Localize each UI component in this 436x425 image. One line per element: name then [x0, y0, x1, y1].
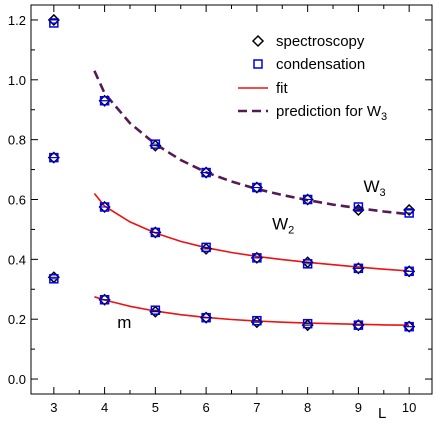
y-tick-label: 0.2 [8, 312, 26, 327]
x-tick-label: 5 [152, 400, 159, 415]
legend-entry-spectroscopy: spectroscopy [251, 33, 365, 50]
x-tick-label: 9 [355, 400, 362, 415]
annotation-m: m [117, 313, 131, 332]
y-tick-label: 0.0 [8, 372, 26, 387]
x-tick-label: 8 [304, 400, 311, 415]
condensation-point [49, 18, 59, 28]
y-tick-label: 0.6 [8, 193, 26, 208]
y-tick-label: 0.4 [8, 252, 26, 267]
x-tick-label: 6 [203, 400, 210, 415]
condensation-point [252, 253, 262, 263]
condensation-point [99, 202, 110, 212]
condensation-point [353, 202, 364, 212]
condensation-point [404, 266, 414, 277]
legend-entry-prediction: prediction for W3 [238, 103, 387, 123]
condensation-point [201, 312, 211, 323]
condensation-point [302, 259, 313, 269]
legend-label-prediction: prediction for W3 [276, 103, 387, 123]
y-tick-label: 1.2 [8, 13, 26, 28]
legend-diamond-marker [251, 34, 265, 48]
x-tick-label: 3 [50, 400, 57, 415]
annotation-w2: W2 [272, 214, 294, 236]
condensation-point [353, 320, 364, 330]
legend-entry-condensation: condensation [253, 56, 365, 73]
condensation-point [150, 139, 161, 149]
condensation-point [353, 263, 364, 274]
condensation-point [99, 96, 110, 106]
data-points [47, 13, 416, 333]
condensation-point [404, 321, 414, 332]
axis-ticks: 3 4 5 6 7 8 9 10 0.0 0.2 0.4 0.6 0.8 1.0 1.2 [8, 5, 432, 415]
condensation-point [302, 194, 313, 205]
legend-label-prediction-subscript: 3 [381, 111, 387, 123]
condensation-point [302, 318, 313, 329]
condensation-point [99, 294, 110, 305]
legend-label-condensation: condensation [276, 56, 365, 73]
condensation-point [150, 227, 161, 238]
curve-annotations: m W2 W3 [117, 177, 385, 332]
plot-frame [30, 4, 433, 395]
condensation-point [201, 167, 211, 178]
condensation-point [404, 208, 414, 218]
x-tick-label: 4 [101, 400, 108, 415]
condensation-point [252, 315, 262, 326]
legend-label-spectroscopy: spectroscopy [276, 33, 365, 50]
x-tick-label: 10 [402, 400, 416, 415]
y-tick-label: 0.8 [8, 133, 26, 148]
legend-label-fit: fit [276, 80, 289, 97]
condensation-point [252, 182, 262, 193]
y-tick-label: 1.0 [8, 73, 26, 88]
condensation-point [201, 242, 211, 253]
legend-square-marker [253, 59, 263, 69]
annotation-w3: W3 [363, 177, 385, 199]
condensation-point [49, 274, 59, 284]
x-axis-label: L [378, 405, 386, 422]
legend: spectroscopy condensation fit prediction… [238, 33, 387, 123]
x-tick-label: 7 [253, 400, 260, 415]
condensation-point [150, 305, 161, 315]
prediction-curve [93, 70, 410, 216]
legend-entry-fit: fit [238, 80, 289, 97]
condensation-point [49, 152, 59, 163]
